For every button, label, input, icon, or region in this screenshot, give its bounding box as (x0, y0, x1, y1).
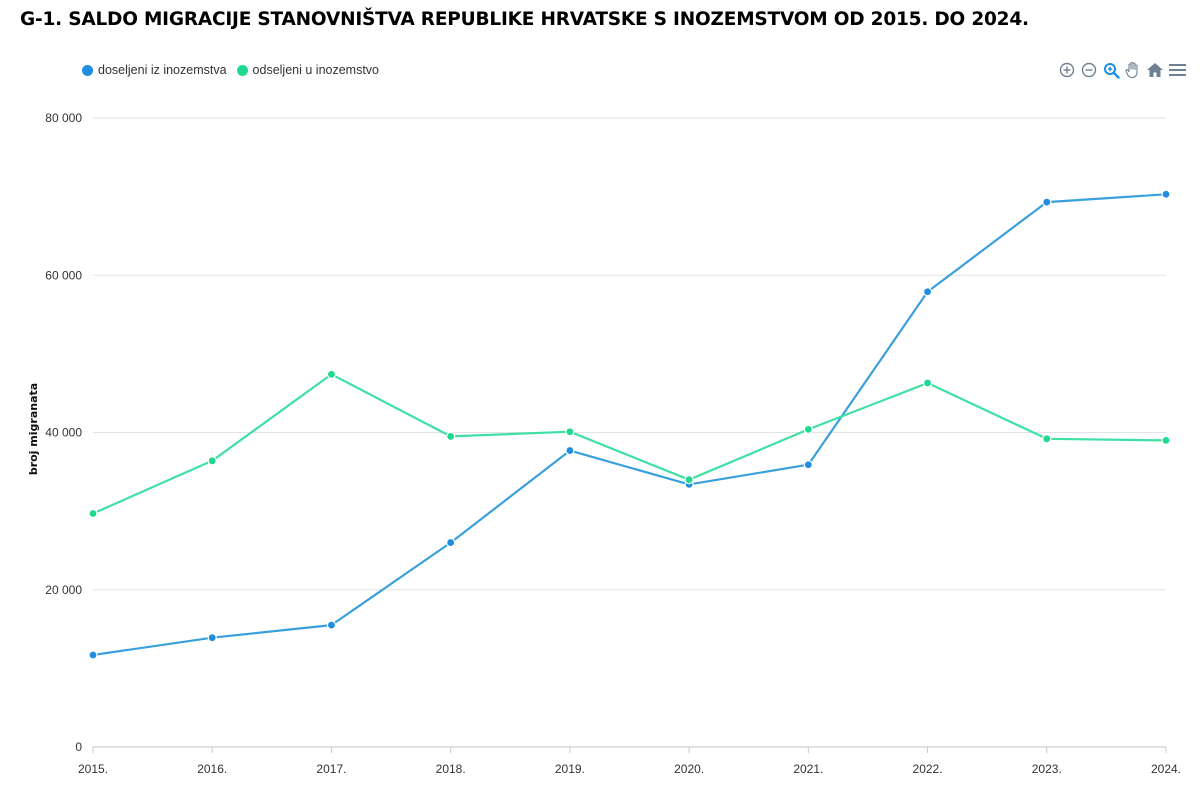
data-point-doseljeni[interactable] (326, 620, 337, 630)
x-tick-label: 2015. (78, 762, 108, 776)
x-tick-label: 2022. (913, 762, 943, 776)
x-tick-label: 2017. (316, 762, 346, 776)
data-point-odseljeni[interactable] (565, 427, 575, 437)
x-tick-label: 2019. (555, 762, 585, 776)
x-tick-label: 2021. (793, 762, 823, 776)
series-line-doseljeni (92, 193, 1167, 657)
legend-item-doseljeni[interactable]: doseljeni iz inozemstva (82, 63, 227, 77)
x-tick-label: 2020. (674, 762, 704, 776)
series-lines (92, 193, 1167, 657)
zoom-select-icon[interactable] (1100, 60, 1122, 80)
zoom-in-icon[interactable] (1056, 60, 1078, 80)
data-point-odseljeni[interactable] (207, 456, 217, 466)
y-tick-label: 20 000 (45, 583, 82, 597)
data-point-odseljeni[interactable] (88, 508, 98, 519)
zoom-out-icon[interactable] (1078, 60, 1100, 80)
chart-title: G-1. SALDO MIGRACIJE STANOVNIŠTVA REPUBL… (20, 9, 1029, 30)
data-point-doseljeni[interactable] (207, 633, 217, 643)
legend-label-odseljeni: odseljeni u inozemstvo (252, 63, 380, 77)
data-point-doseljeni[interactable] (1042, 197, 1052, 207)
series-points (88, 189, 1171, 660)
y-axis-label: broj migranata (27, 383, 40, 475)
x-tick-label: 2023. (1032, 762, 1062, 776)
y-tick-label: 40 000 (45, 426, 82, 440)
legend-marker-odseljeni (236, 64, 248, 76)
series-line-odseljeni (92, 373, 1167, 515)
data-point-doseljeni[interactable] (565, 445, 575, 456)
data-point-doseljeni[interactable] (88, 650, 98, 660)
legend-item-odseljeni[interactable]: odseljeni u inozemstvo (236, 63, 380, 77)
reset-home-icon[interactable] (1144, 60, 1166, 80)
data-point-odseljeni[interactable] (1042, 434, 1052, 444)
y-tick-label: 60 000 (45, 268, 82, 282)
chart-toolbar (1056, 60, 1188, 80)
legend-marker-doseljeni (82, 64, 93, 76)
data-point-doseljeni[interactable] (446, 537, 456, 548)
axes: 0 20 000 40 000 60 000 80 000 2015. 2016. 2017.… (45, 111, 1181, 776)
data-point-odseljeni[interactable] (803, 424, 813, 434)
x-tick-label: 2018. (436, 762, 466, 776)
data-point-doseljeni[interactable] (1161, 189, 1171, 199)
data-point-doseljeni[interactable] (922, 287, 933, 297)
pan-hand-icon[interactable] (1122, 60, 1144, 80)
x-tick-label: 2016. (197, 762, 227, 776)
y-tick-label: 0 (75, 740, 82, 754)
legend: doseljeni iz inozemstva odseljeni u inoz… (82, 63, 389, 77)
grid-lines (93, 117, 1166, 591)
data-point-odseljeni[interactable] (1161, 435, 1171, 445)
data-point-doseljeni[interactable] (803, 460, 813, 470)
legend-label-doseljeni: doseljeni iz inozemstva (98, 63, 227, 77)
x-tick-label: 2024. (1151, 762, 1181, 776)
y-tick-label: 80 000 (45, 111, 82, 125)
data-point-odseljeni[interactable] (922, 378, 933, 388)
data-point-odseljeni[interactable] (326, 369, 337, 379)
menu-icon[interactable] (1166, 60, 1188, 80)
data-point-odseljeni[interactable] (446, 431, 456, 442)
data-point-odseljeni[interactable] (684, 475, 694, 485)
